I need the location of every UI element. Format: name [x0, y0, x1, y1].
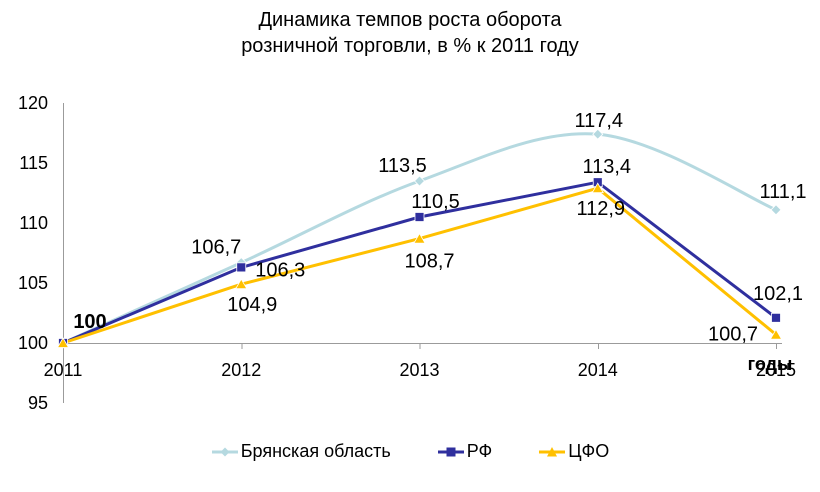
data-label: 108,7 — [404, 251, 454, 273]
y-tick-label: 115 — [19, 153, 48, 173]
square-marker — [414, 212, 425, 222]
x-tick-label: 2015 — [756, 360, 796, 380]
square-marker — [236, 262, 247, 273]
chart-title-line2: розничной торговли, в % к 2011 году — [241, 35, 579, 57]
legend-icon-diamond — [211, 447, 238, 456]
data-label: 112,9 — [576, 198, 625, 220]
data-label: 111,1 — [759, 181, 806, 203]
legend-label-rf: РФ — [466, 441, 493, 461]
x-tick-label: 2013 — [399, 360, 439, 380]
diamond-marker — [592, 128, 604, 140]
data-label: 104,9 — [227, 294, 277, 316]
diamond-marker — [770, 204, 782, 216]
chart-legend: Брянская область РФ ЦФО — [0, 441, 820, 462]
triangle-marker — [769, 328, 783, 340]
legend-label-cfo: ЦФО — [568, 441, 610, 461]
data-label: 106,7 — [191, 237, 241, 259]
triangle-marker — [235, 278, 248, 290]
x-tick-label: 2011 — [44, 360, 83, 380]
legend-item-rf: РФ — [437, 441, 493, 462]
triangle-marker — [56, 337, 70, 348]
data-label: 106,3 — [255, 259, 305, 281]
plot-area: 120 115 110 105 100 95 2011 2012 2013 2014 2015год… — [18, 93, 807, 413]
triangle-marker — [591, 182, 604, 194]
legend-icon-triangle — [539, 446, 566, 456]
x-axis-title: годы — [748, 354, 793, 374]
y-tick-label: 95 — [28, 393, 48, 413]
y-tick-label: 100 — [18, 333, 48, 353]
y-tick-label: 120 — [18, 93, 48, 113]
x-tick-label: 2012 — [221, 360, 261, 380]
data-label: 113,5 — [378, 155, 427, 177]
diamond-marker — [413, 175, 426, 187]
chart-title-line1: Динамика темпов роста оборота — [258, 9, 562, 31]
triangle-marker — [413, 232, 426, 244]
data-label: 100 — [73, 311, 106, 333]
square-marker — [771, 312, 781, 323]
data-label: 110,5 — [411, 191, 460, 213]
data-label: 117,4 — [574, 110, 623, 132]
legend-item-cfo: ЦФО — [538, 441, 609, 462]
square-marker — [592, 177, 603, 188]
y-tick-label: 110 — [19, 213, 48, 233]
legend-item-bryansk-region: Брянская область — [211, 441, 391, 462]
legend-icon-square — [437, 447, 464, 456]
x-tick-label: 2014 — [578, 360, 618, 380]
y-tick-label: 105 — [18, 273, 48, 293]
data-label: 102,1 — [753, 283, 803, 305]
data-label: 113,4 — [582, 156, 631, 178]
legend-label-bryansk-region: Брянская область — [240, 441, 391, 461]
chart-title: Динамика темпов роста оборота розничной … — [0, 7, 820, 59]
data-label: 100,7 — [708, 324, 758, 346]
